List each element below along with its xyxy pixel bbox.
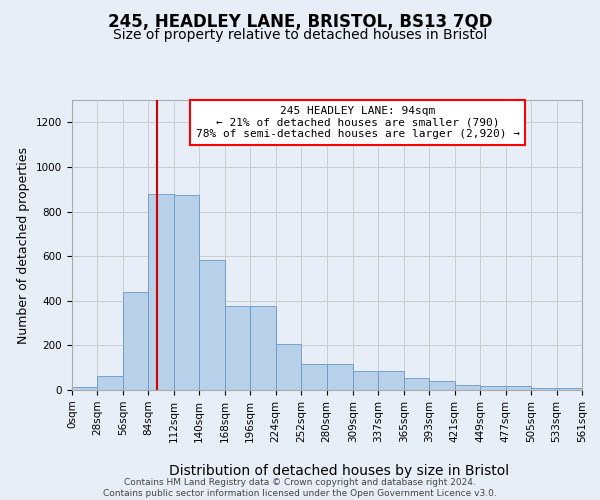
Bar [557,388,582,390]
Bar [404,378,429,390]
Bar [174,195,199,390]
Bar [275,344,301,390]
Bar [429,380,455,390]
Bar [250,306,275,390]
Bar [148,194,174,390]
Text: Size of property relative to detached houses in Bristol: Size of property relative to detached ho… [113,28,487,42]
Bar [353,371,379,390]
Bar [123,292,148,390]
Bar [480,386,506,390]
Bar [301,364,326,390]
Bar [199,260,225,390]
Bar [531,388,557,390]
Bar [72,388,97,390]
Bar [97,376,123,390]
Bar [455,385,480,390]
Text: Contains HM Land Registry data © Crown copyright and database right 2024.
Contai: Contains HM Land Registry data © Crown c… [103,478,497,498]
Text: 245, HEADLEY LANE, BRISTOL, BS13 7QD: 245, HEADLEY LANE, BRISTOL, BS13 7QD [108,12,492,30]
Bar [326,364,353,390]
Bar [506,386,531,390]
Bar [379,371,404,390]
Text: Distribution of detached houses by size in Bristol: Distribution of detached houses by size … [169,464,509,477]
Text: 245 HEADLEY LANE: 94sqm
← 21% of detached houses are smaller (790)
78% of semi-d: 245 HEADLEY LANE: 94sqm ← 21% of detache… [196,106,520,139]
Bar [225,306,250,390]
Y-axis label: Number of detached properties: Number of detached properties [17,146,31,344]
